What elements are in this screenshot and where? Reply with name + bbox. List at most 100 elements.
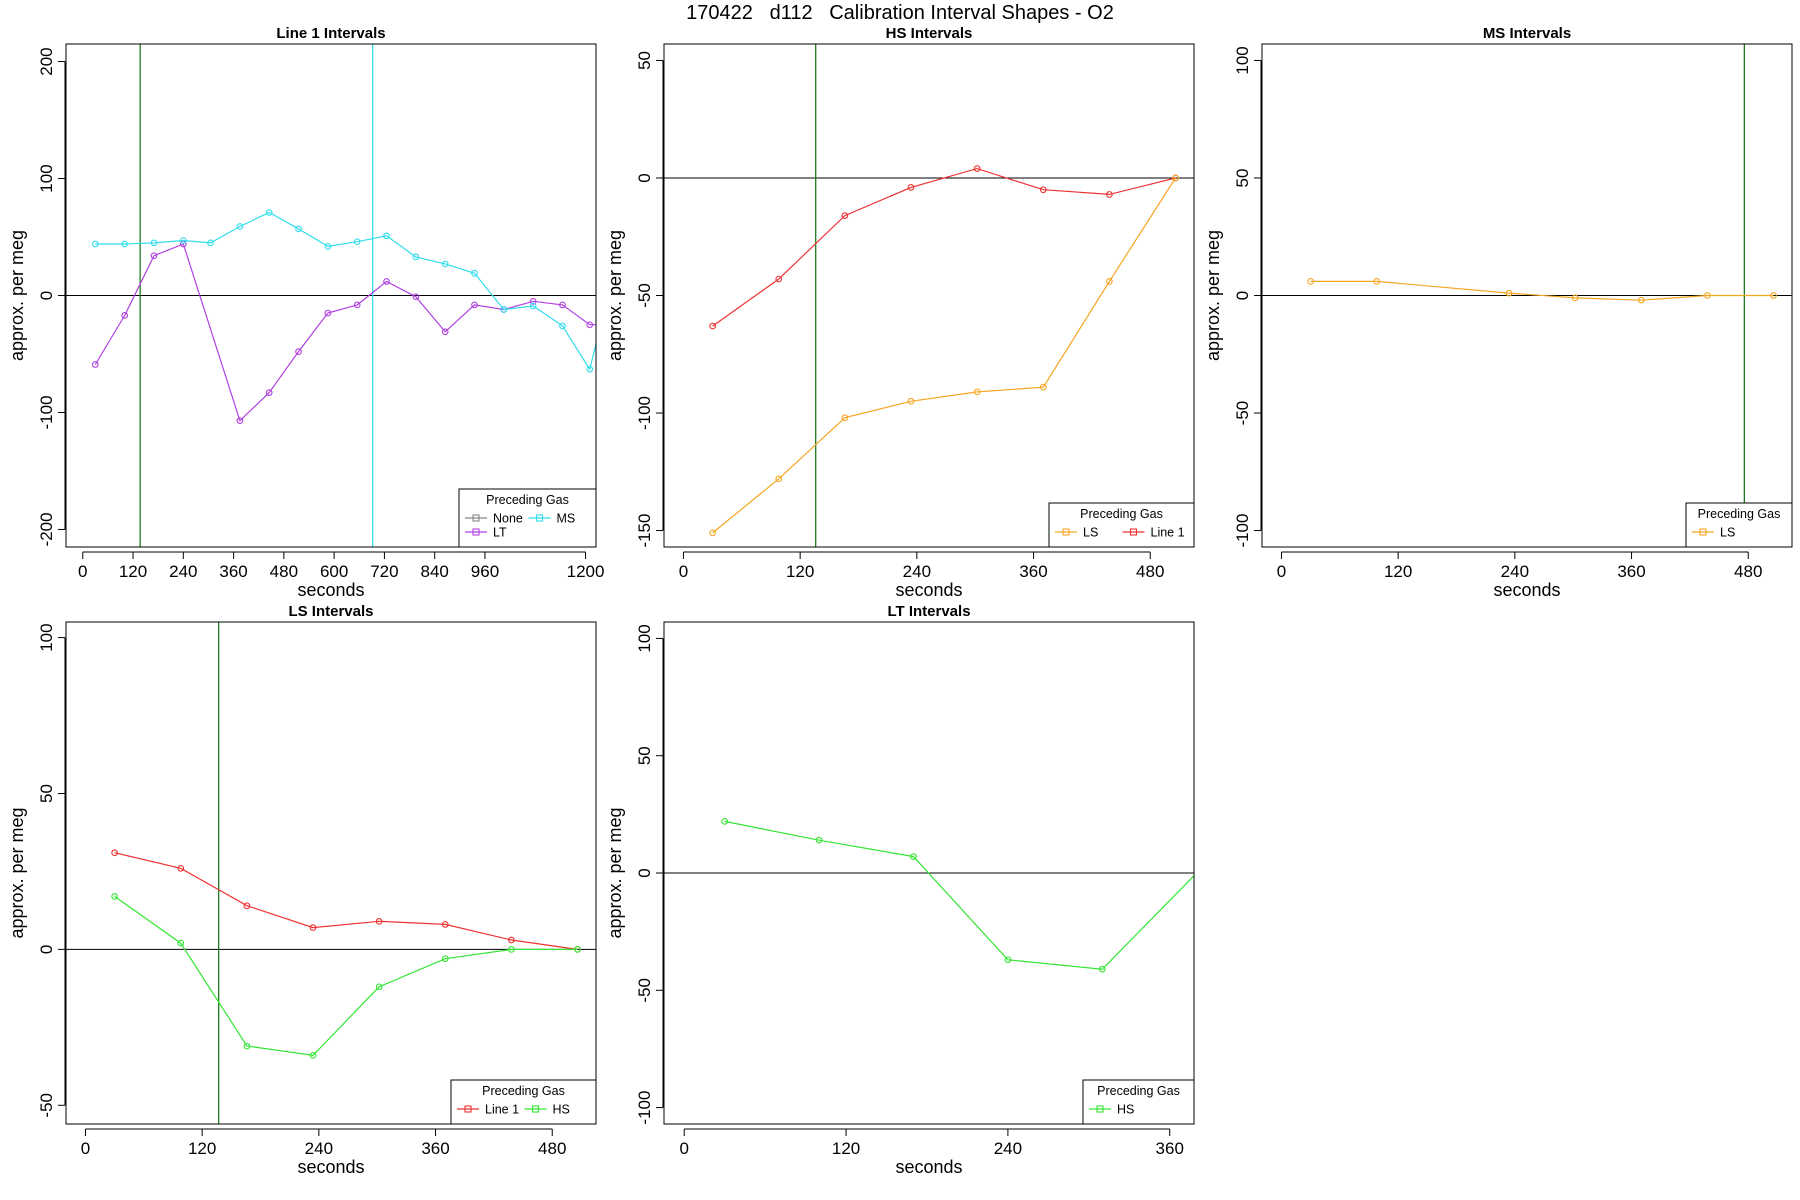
legend-entry: Line 1 bbox=[1151, 526, 1185, 540]
panel-title: MS Intervals bbox=[1483, 25, 1571, 42]
legend-entry: LS bbox=[1083, 526, 1098, 540]
data-point bbox=[412, 293, 420, 301]
data-point bbox=[709, 529, 716, 537]
x-tick-label: 480 bbox=[1734, 562, 1762, 581]
data-point bbox=[586, 365, 594, 373]
data-point bbox=[412, 253, 420, 261]
data-point bbox=[709, 322, 716, 330]
data-point bbox=[324, 309, 332, 317]
x-tick-label: 360 bbox=[219, 562, 247, 581]
legend-entry: HS bbox=[1117, 1103, 1134, 1117]
data-point bbox=[111, 893, 118, 900]
y-axis-label: approx. per meg bbox=[7, 230, 27, 361]
data-point bbox=[775, 275, 783, 283]
data-point bbox=[1704, 292, 1711, 299]
data-point bbox=[309, 1052, 317, 1059]
plot-area bbox=[664, 44, 1194, 547]
data-point bbox=[375, 983, 383, 991]
x-tick-label: 120 bbox=[119, 562, 147, 581]
data-point bbox=[236, 223, 244, 230]
legend-title: Preceding Gas bbox=[1080, 507, 1163, 521]
data-point bbox=[1770, 292, 1777, 299]
plot-frame bbox=[663, 43, 1195, 548]
plot-area bbox=[1262, 44, 1792, 547]
data-point bbox=[91, 361, 99, 368]
y-tick-label: 50 bbox=[37, 784, 56, 803]
data-point bbox=[441, 328, 449, 336]
legend-entry: LS bbox=[1720, 526, 1735, 540]
data-point bbox=[841, 212, 849, 219]
data-point bbox=[907, 184, 915, 191]
y-tick-label: -50 bbox=[635, 283, 654, 308]
y-tick-label: 0 bbox=[1233, 291, 1252, 300]
data-point bbox=[243, 1042, 251, 1050]
legend-title: Preceding Gas bbox=[486, 493, 569, 507]
data-point bbox=[1098, 965, 1106, 973]
data-point bbox=[559, 322, 566, 330]
y-tick-label: 0 bbox=[37, 945, 56, 954]
data-point bbox=[121, 240, 129, 248]
legend: Preceding Gas LS bbox=[1685, 502, 1793, 548]
plot-frame bbox=[663, 621, 1195, 1125]
data-point bbox=[1004, 956, 1012, 964]
data-point bbox=[353, 238, 361, 246]
data-point bbox=[353, 301, 361, 309]
data-point bbox=[243, 902, 251, 910]
data-point bbox=[1106, 278, 1113, 285]
x-tick-label: 360 bbox=[1617, 562, 1645, 581]
x-axis-label: seconds bbox=[297, 580, 364, 600]
data-point bbox=[295, 225, 302, 233]
y-tick-label: 100 bbox=[635, 624, 654, 652]
legend-swatch-marker bbox=[472, 528, 480, 536]
data-point bbox=[574, 946, 581, 953]
y-tick-label: 0 bbox=[37, 291, 56, 300]
legend-swatch-marker bbox=[1699, 528, 1707, 536]
y-tick-label: -100 bbox=[37, 395, 56, 429]
data-point bbox=[324, 243, 332, 250]
data-point bbox=[907, 397, 915, 405]
x-tick-label: 0 bbox=[81, 1139, 90, 1158]
data-point bbox=[815, 836, 823, 844]
data-point bbox=[441, 955, 449, 963]
series-line-line-1 bbox=[712, 167, 1176, 327]
x-tick-label: 0 bbox=[679, 562, 688, 581]
data-point bbox=[121, 312, 129, 319]
y-tick-label: 0 bbox=[635, 868, 654, 877]
data-point bbox=[375, 917, 383, 925]
y-tick-label: -50 bbox=[37, 1093, 56, 1118]
data-point bbox=[586, 321, 594, 329]
data-point bbox=[529, 297, 537, 305]
x-tick-label: 960 bbox=[471, 562, 499, 581]
data-point bbox=[721, 818, 729, 825]
x-tick-label: 840 bbox=[421, 562, 449, 581]
data-point bbox=[471, 301, 478, 309]
x-tick-label: 1200 bbox=[567, 562, 605, 581]
y-tick-label: -50 bbox=[635, 978, 654, 1003]
series-line-lt bbox=[94, 243, 596, 422]
y-tick-label: 50 bbox=[635, 746, 654, 765]
y-tick-label: -50 bbox=[1233, 401, 1252, 426]
series-line-line-1 bbox=[114, 852, 578, 950]
x-tick-label: 240 bbox=[305, 1139, 333, 1158]
x-tick-label: 720 bbox=[370, 562, 398, 581]
data-point bbox=[1106, 191, 1113, 198]
legend: Preceding Gas HS bbox=[1082, 1079, 1195, 1125]
legend: Preceding Gas None MS LT bbox=[458, 488, 597, 548]
plot-frame bbox=[1261, 43, 1793, 548]
data-point bbox=[150, 239, 158, 247]
legend-box bbox=[1082, 1079, 1195, 1125]
x-tick-label: 120 bbox=[1384, 562, 1412, 581]
panel-title: LS Intervals bbox=[288, 603, 373, 620]
data-point bbox=[1637, 296, 1645, 304]
x-axis-label: seconds bbox=[895, 1157, 962, 1177]
x-axis-label: seconds bbox=[895, 580, 962, 600]
panel-title: HS Intervals bbox=[886, 25, 973, 42]
data-point bbox=[508, 936, 515, 944]
x-tick-label: 120 bbox=[786, 562, 814, 581]
data-point bbox=[177, 864, 185, 872]
legend-title: Preceding Gas bbox=[482, 1084, 565, 1098]
legend-box bbox=[1685, 502, 1793, 548]
data-point bbox=[1505, 289, 1513, 297]
chart-panel-5: LT Intervals 0 120 240 360 seconds -100 -50 0 50 1… bbox=[605, 603, 1195, 1177]
